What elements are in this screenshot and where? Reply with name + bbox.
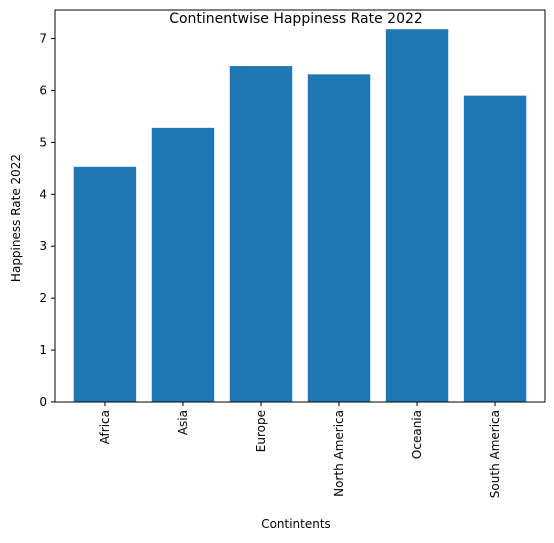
bar-africa [73,166,137,402]
bar-south-america [463,95,527,402]
x-tick-label: North America [332,410,346,497]
y-tick-label: 2 [39,291,47,305]
x-tick-label: Africa [98,410,112,444]
y-tick-label: 3 [39,239,47,253]
x-tick-label: Oceania [410,410,424,459]
y-axis-label: Happiness Rate 2022 [9,154,23,282]
x-axis-label: Contintents [261,517,331,531]
bar-north-america [307,74,371,402]
bars-group [73,29,527,403]
chart-title: Continentwise Happiness Rate 2022 [169,11,423,27]
bar-europe [229,66,293,403]
x-ticks-group: Africa Asia Europe North America Oceania Sout… [98,402,502,498]
y-ticks-group: 0 1 2 3 4 5 6 7 [39,32,55,409]
x-tick-label: Asia [176,410,190,435]
x-tick-label: Europe [254,410,268,452]
y-tick-label: 4 [39,187,47,201]
bar-asia [151,127,215,402]
plot-frame [54,9,546,403]
bar-oceania [385,29,449,402]
y-tick-label: 1 [39,343,47,357]
y-tick-label: 0 [39,395,47,409]
y-tick-label: 7 [39,32,47,46]
x-tick-label: South America [488,410,502,498]
y-tick-label: 5 [39,135,47,149]
y-tick-label: 6 [39,83,47,97]
plot-area [55,10,545,402]
